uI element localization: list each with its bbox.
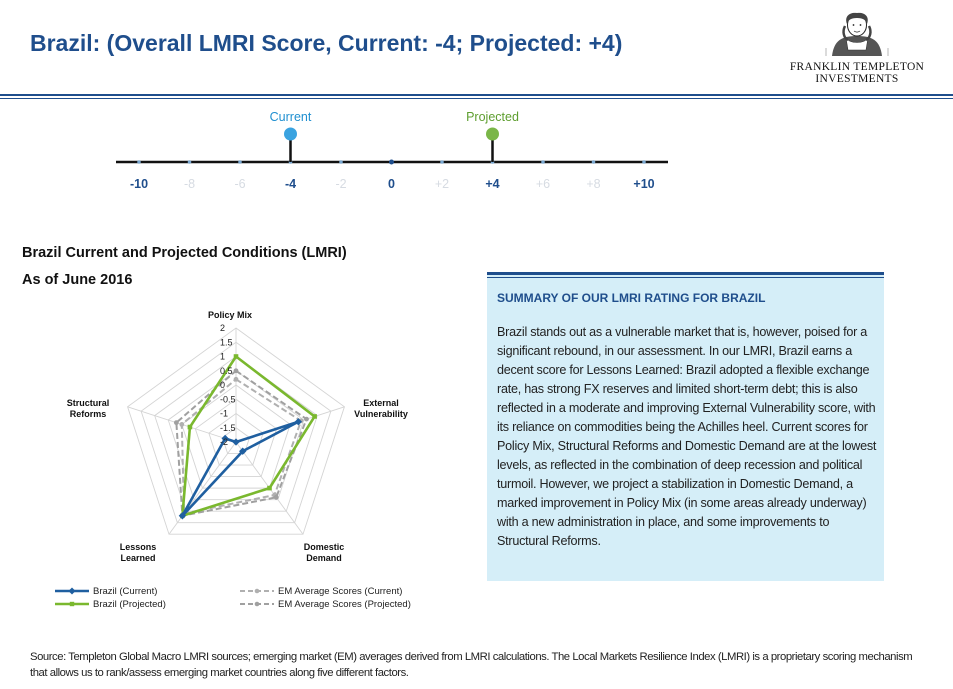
scale-tick-label: +6 (536, 177, 550, 191)
radar-point (312, 414, 317, 419)
radar-gridline (127, 327, 345, 535)
scale-tick-dot (137, 160, 141, 164)
radar-axis-label: Domestic (304, 542, 345, 552)
scale-tick-dot (591, 160, 596, 164)
logo-line1: FRANKLIN TEMPLETON (789, 61, 925, 73)
current-label: Current (270, 110, 312, 124)
logo-line2: INVESTMENTS (815, 73, 899, 85)
radar-point (233, 354, 239, 359)
legend-marker (254, 588, 260, 594)
projected-label: Projected (466, 110, 519, 124)
summary-rule-thin (487, 277, 884, 278)
radar-tick-label: 0.5 (220, 366, 233, 376)
page-title: Brazil: (Overall LMRI Score, Current: -4… (30, 30, 623, 56)
radar-tick-label: -2 (220, 437, 228, 447)
radar-point (173, 420, 179, 426)
scale-tick-dot (238, 160, 242, 164)
radar-tick-label: -0.5 (220, 394, 236, 404)
radar-point (221, 434, 229, 443)
chart-subtitle: As of June 2016 (22, 272, 133, 288)
radar-point (267, 485, 272, 491)
radar-series-em-average-scores-projected (175, 369, 308, 517)
summary-heading: SUMMARY OF OUR LMRI RATING FOR BRAZIL (497, 291, 766, 305)
scale-tick-label: 0 (388, 177, 395, 191)
current-marker (284, 127, 297, 141)
scale-tick-label: -10 (130, 177, 148, 191)
radar-tick-label: -1 (220, 409, 228, 419)
scale-tick-label: +8 (586, 177, 600, 191)
radar-tick-label: 1 (220, 352, 225, 362)
radar-point (187, 424, 193, 430)
radar-axis-label: Vulnerability (354, 409, 408, 419)
scale-tick-label: +10 (633, 177, 654, 191)
radar-axis-label: Structural (67, 398, 110, 408)
radar-gridline (154, 355, 318, 512)
scale-tick-dot (541, 160, 545, 164)
radar-axis-label: Demand (306, 553, 342, 563)
radar-tick-label: 1.5 (220, 337, 233, 347)
header-rule-thin (0, 98, 953, 99)
summary-body: Brazil stands out as a vulnerable market… (497, 325, 877, 548)
radar-point (304, 416, 309, 422)
scale-tick-dot (339, 160, 343, 164)
radar-gridline (194, 398, 278, 478)
scale-tick-dot (389, 159, 394, 165)
legend-label: Brazil (Current) (93, 586, 157, 597)
radar-axis-label: Reforms (70, 409, 107, 419)
radar-point (294, 418, 303, 426)
chart-title: Brazil Current and Projected Conditions … (22, 245, 347, 261)
radar-point (273, 494, 279, 500)
radar-point (232, 438, 240, 446)
lmri-score-scale: -10 -8 -6 -4 -2 0 +2 +4 +6 +8 +10 Current Projecte… (116, 110, 668, 191)
franklin-templeton-logo: FRANKLIN TEMPLETON INVESTMENTS (782, 10, 932, 85)
scale-tick-label: +2 (435, 177, 449, 191)
radar-axis-label: External (363, 398, 399, 408)
radar-point (233, 376, 239, 382)
radar-chart: 2 1.5 1 0.5 0 -0.5 -1 -1.5 -2 Policy Mix External… (55, 310, 411, 610)
legend-marker (68, 587, 76, 595)
radar-gridline (181, 384, 291, 489)
header-rule (0, 94, 953, 96)
legend-marker (69, 601, 75, 607)
scale-tick-label: -6 (234, 177, 245, 191)
radar-axis-label: Lessons (120, 542, 157, 552)
radar-series-em-average-scores-current (180, 378, 303, 515)
legend-label: EM Average Scores (Current) (278, 586, 402, 597)
radar-point (179, 421, 185, 427)
summary-panel: SUMMARY OF OUR LMRI RATING FOR BRAZIL Br… (487, 272, 884, 581)
benjamin-franklin-portrait-icon (825, 12, 889, 56)
scale-tick-label: +4 (485, 177, 499, 191)
source-footnote: Source: Templeton Global Macro LMRI sour… (30, 651, 913, 679)
radar-axis-label: Policy Mix (208, 310, 252, 320)
summary-rule (487, 272, 884, 275)
radar-tick-label: -1.5 (220, 423, 236, 433)
radar-gridline (140, 341, 332, 524)
scale-tick-label: -2 (335, 177, 346, 191)
radar-point (233, 368, 239, 374)
scale-tick-dot (440, 160, 444, 164)
radar-spoke (168, 441, 237, 535)
radar-tick-label: 0 (220, 380, 225, 390)
scale-tick-label: -4 (285, 177, 296, 191)
scale-tick-dot (642, 160, 646, 164)
legend-marker (254, 601, 260, 607)
radar-gridline (208, 412, 264, 466)
legend-label: Brazil (Projected) (93, 599, 166, 610)
radar-series-brazil-projected (180, 354, 317, 518)
scale-tick-dot (187, 160, 192, 164)
legend-label: EM Average Scores (Projected) (278, 599, 411, 610)
projected-marker (486, 127, 499, 141)
radar-axis-label: Learned (120, 553, 155, 563)
scale-tick-label: -8 (184, 177, 195, 191)
radar-tick-label: 2 (220, 323, 225, 333)
